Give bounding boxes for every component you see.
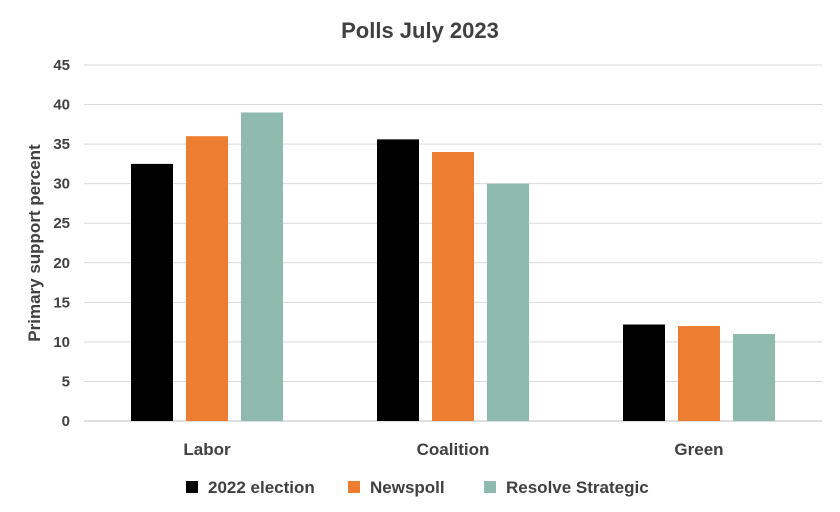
x-tick-label: Coalition [417, 440, 490, 459]
legend-item: 2022 election [186, 478, 315, 497]
y-tick-label: 45 [53, 57, 70, 74]
y-axis-title: Primary support percent [25, 144, 44, 342]
bar-2022-election-green [623, 324, 665, 421]
legend-label: Resolve Strategic [506, 478, 649, 497]
legend-label: 2022 election [208, 478, 315, 497]
y-tick-label: 25 [53, 215, 70, 232]
x-axis-labels: Labor Coalition Green [183, 440, 723, 459]
y-tick-label: 10 [53, 334, 70, 351]
y-tick-label: 30 [53, 176, 70, 193]
legend: 2022 election Newspoll Resolve Strategic [186, 478, 649, 497]
x-tick-label: Labor [183, 440, 231, 459]
bar-newspoll-green [678, 326, 720, 421]
legend-item: Resolve Strategic [484, 478, 649, 497]
bar-series [131, 112, 775, 421]
legend-swatch [484, 481, 496, 493]
x-tick-label: Green [674, 440, 723, 459]
bar-newspoll-labor [186, 136, 228, 421]
bar-resolve-strategic-coalition [487, 183, 529, 421]
bar-newspoll-coalition [432, 152, 474, 421]
y-tick-label: 5 [62, 373, 70, 390]
bar-2022-election-coalition [377, 139, 419, 421]
chart-title: Polls July 2023 [341, 18, 499, 43]
bar-2022-election-labor [131, 163, 173, 421]
legend-swatch [348, 481, 360, 493]
legend-item: Newspoll [348, 478, 445, 497]
y-axis-ticks: 0 5 10 15 20 25 30 35 40 45 [53, 57, 70, 430]
legend-label: Newspoll [370, 478, 445, 497]
bar-resolve-strategic-labor [241, 112, 283, 421]
legend-swatch [186, 481, 198, 493]
y-tick-label: 35 [53, 136, 70, 153]
y-tick-label: 40 [53, 97, 70, 114]
y-tick-label: 0 [62, 413, 70, 430]
y-tick-label: 15 [53, 294, 70, 311]
y-tick-label: 20 [53, 255, 70, 272]
bar-resolve-strategic-green [733, 333, 775, 421]
